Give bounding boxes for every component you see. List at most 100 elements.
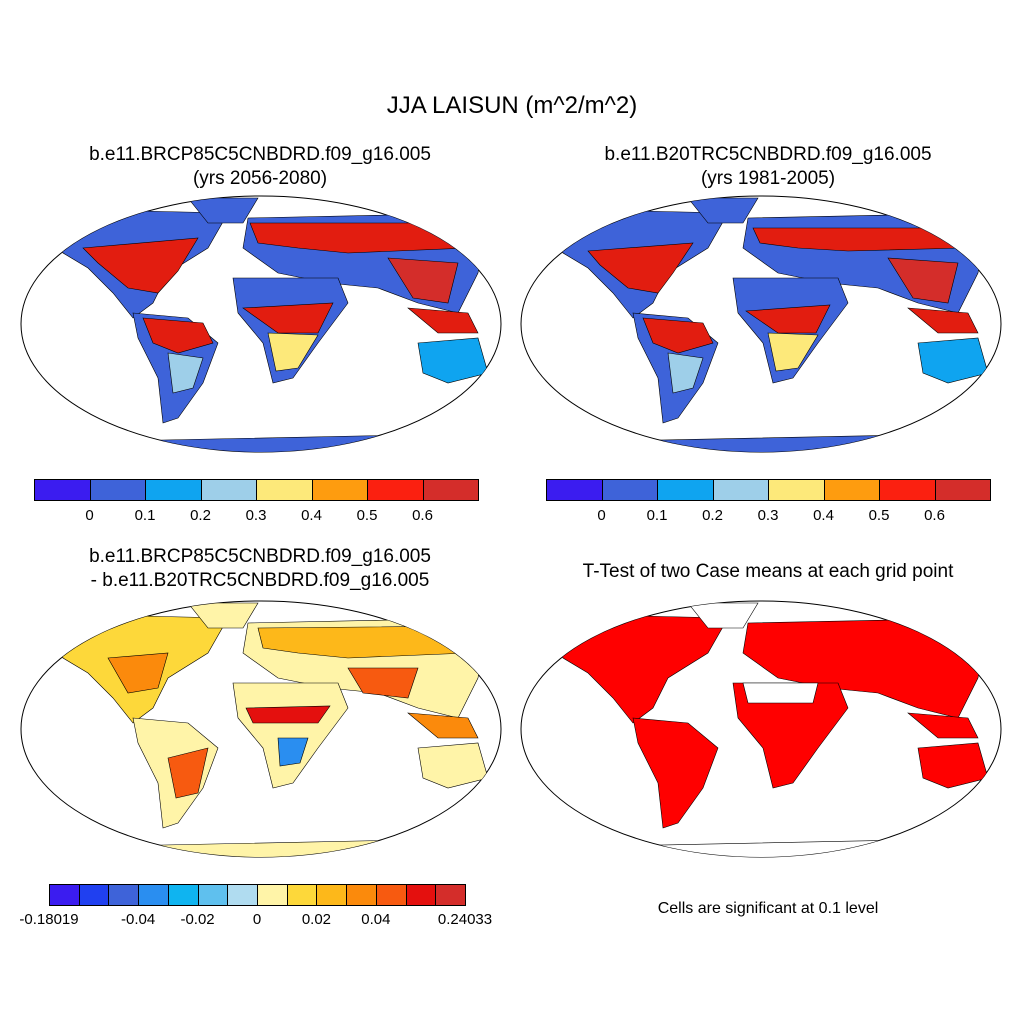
- colorbar-tick-label: 0.1: [646, 507, 668, 524]
- colorbar-box: [316, 884, 348, 906]
- southern-africa-change: [277, 737, 309, 767]
- africa: [732, 682, 849, 789]
- map-historical: [520, 195, 1002, 453]
- colorbar-box: [167, 884, 199, 906]
- figure-title: JJA LAISUN (m^2/m^2): [386, 92, 638, 119]
- colorbar-tick-label: 0.04: [361, 911, 391, 928]
- colorbar-box: [200, 479, 257, 501]
- south-asia-change: [347, 667, 419, 699]
- greenland: [687, 602, 759, 629]
- colorbar-diff: [49, 884, 466, 906]
- colorbar-box: [256, 479, 313, 501]
- colorbar-tick-label: 0.4: [301, 507, 322, 524]
- colorbar-abs-right-labels: 0 0.1 0.2 0.3 0.4 0.5 0.6: [546, 507, 990, 527]
- amazon: [642, 317, 714, 354]
- panel-3-title-line1: b.e11.BRCP85C5CNBDRD.f09_g16.005: [89, 546, 431, 567]
- australia: [417, 337, 489, 384]
- colorbar-diff-labels: -0.18019 -0.04 -0.02 0 0.02 0.04 0.24033: [19, 911, 492, 931]
- sahara-not-significant: [742, 682, 819, 704]
- map-significance: [520, 600, 1002, 858]
- panel-3-title-line2: - b.e11.B20TRC5CNBDRD.f09_g16.005: [90, 570, 430, 591]
- southeast-asia: [407, 712, 479, 739]
- southeast-asia: [407, 307, 479, 334]
- panel-1-title-line1: b.e11.BRCP85C5CNBDRD.f09_g16.005: [89, 144, 431, 165]
- panel-4-title-line1: T-Test of two Case means at each grid po…: [582, 561, 954, 582]
- amazon: [142, 317, 214, 354]
- north-america-change: [107, 652, 169, 694]
- south-america-savanna: [667, 352, 704, 394]
- colorbar-box: [879, 479, 936, 501]
- colorbar-box: [34, 479, 91, 501]
- colorbar-box: [375, 884, 407, 906]
- colorbar-box: [435, 884, 466, 906]
- colorbar-box: [405, 884, 437, 906]
- colorbar-tick-label: 0.5: [356, 507, 378, 524]
- south-america: [632, 717, 719, 829]
- colorbar-box: [138, 884, 169, 906]
- greenland: [187, 602, 259, 629]
- colorbar-tick-label: -0.02: [180, 911, 215, 928]
- east-asia: [887, 257, 959, 304]
- colorbar-box: [546, 479, 603, 501]
- significance-note: Cells are significant at 0.1 level: [657, 900, 879, 917]
- colorbar-abs-right: [546, 479, 991, 501]
- panel-2-title: b.e11.B20TRC5CNBDRD.f09_g16.005 (yrs 198…: [530, 143, 1006, 191]
- southern-africa: [767, 332, 819, 372]
- colorbar-tick-label: 0.3: [757, 507, 779, 524]
- sahel-change: [245, 705, 331, 724]
- colorbar-tick-label: 0.02: [301, 911, 332, 928]
- colorbar-box: [823, 479, 880, 501]
- colorbar-tick-label: 0.3: [245, 507, 267, 524]
- north-america: [557, 615, 729, 724]
- australia: [417, 742, 489, 789]
- colorbar-box: [768, 479, 825, 501]
- australia: [917, 742, 989, 789]
- colorbar-abs-left: [34, 479, 479, 501]
- map-future: [20, 195, 502, 453]
- colorbar-box: [286, 884, 318, 906]
- panel-1-title: b.e11.BRCP85C5CNBDRD.f09_g16.005 (yrs 20…: [20, 143, 500, 191]
- southeast-asia: [907, 712, 979, 739]
- colorbar-tick-label: 0.24033: [437, 911, 493, 928]
- panel-1-title-line2: (yrs 2056-2080): [192, 168, 328, 189]
- panel-2-title-line1: b.e11.B20TRC5CNBDRD.f09_g16.005: [604, 144, 932, 165]
- panel-2-title-line2: (yrs 1981-2005): [700, 168, 836, 189]
- colorbar-tick-label: 0.6: [412, 507, 433, 524]
- colorbar-tick-label: 0.6: [924, 507, 945, 524]
- colorbar-box: [78, 884, 110, 906]
- colorbar-tick-label: -0.18019: [19, 911, 79, 928]
- colorbar-box: [145, 479, 202, 501]
- colorbar-box: [227, 884, 258, 906]
- colorbar-box: [367, 479, 424, 501]
- colorbar-box: [89, 479, 146, 501]
- colorbar-tick-label: 0.2: [702, 507, 723, 524]
- south-america-change: [167, 747, 209, 799]
- colorbar-box: [422, 479, 479, 501]
- colorbar-tick-label: 0: [85, 507, 94, 524]
- colorbar-tick-label: 0: [597, 507, 606, 524]
- colorbar-box: [712, 479, 769, 501]
- map-difference: [20, 600, 502, 858]
- colorbar-box: [346, 884, 377, 906]
- colorbar-box: [657, 479, 714, 501]
- african-tropics: [242, 302, 334, 334]
- north-america-forest: [587, 242, 694, 294]
- colorbar-tick-label: 0.2: [190, 507, 211, 524]
- greenland: [187, 197, 259, 224]
- colorbar-tick-label: 0.5: [868, 507, 890, 524]
- colorbar-tick-label: 0.1: [134, 507, 156, 524]
- colorbar-box: [257, 884, 288, 906]
- panel-4-title: T-Test of two Case means at each grid po…: [530, 560, 1006, 584]
- colorbar-box: [197, 884, 229, 906]
- colorbar-box: [934, 479, 991, 501]
- colorbar-box: [601, 479, 658, 501]
- australia: [917, 337, 989, 384]
- east-asia: [387, 257, 459, 304]
- colorbar-box: [108, 884, 140, 906]
- greenland: [687, 197, 759, 224]
- colorbar-tick-label: 0.4: [813, 507, 834, 524]
- colorbar-tick-label: -0.04: [121, 911, 156, 928]
- southeast-asia: [907, 307, 979, 334]
- southern-africa: [267, 332, 319, 372]
- north-america-forest: [82, 237, 199, 294]
